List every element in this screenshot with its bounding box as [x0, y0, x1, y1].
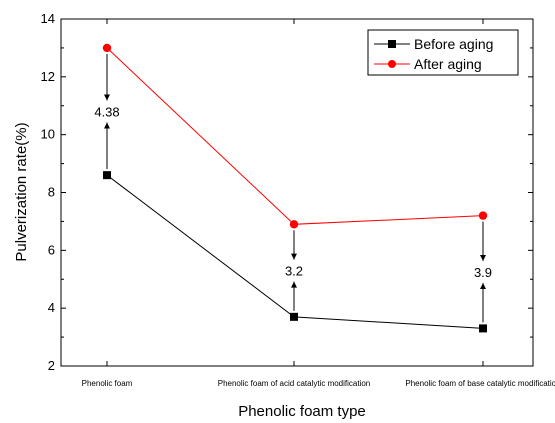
- annotation-layer: 4.38 3.2 3.9: [94, 53, 492, 323]
- legend-marker-after-aging: [388, 60, 396, 68]
- series-layer: [102, 43, 488, 333]
- y-tick-label: 10: [41, 127, 55, 142]
- x-axis-title: Phenolic foam type: [238, 403, 366, 420]
- diff-arrowhead-down: [291, 253, 297, 260]
- diff-arrowhead-up: [291, 281, 297, 288]
- diff-label: 3.9: [474, 265, 492, 280]
- legend-label-after-aging: After aging: [414, 56, 482, 72]
- data-point-before-aging: [103, 171, 111, 180]
- legend-label-before-aging: Before aging: [414, 36, 493, 52]
- diff-arrowhead-down: [480, 255, 486, 262]
- x-tick-label: Phenolic foam of base catalytic modifica…: [405, 379, 555, 388]
- x-axis: Phenolic foam Phenolic foam of acid catal…: [82, 19, 555, 388]
- diff-label: 4.38: [94, 105, 119, 120]
- data-point-after-aging: [289, 220, 299, 229]
- diff-label: 3.2: [285, 264, 303, 279]
- data-point-after-aging: [102, 43, 112, 53]
- diff-arrowhead-up: [104, 122, 110, 129]
- y-tick-label: 8: [48, 185, 55, 200]
- y-axis: 2 4 6 8 10 12 14: [41, 11, 533, 373]
- legend-marker-before-aging: [388, 40, 396, 48]
- data-point-before-aging: [290, 312, 298, 321]
- y-tick-label: 4: [48, 300, 55, 315]
- diff-arrowhead-down: [104, 94, 110, 101]
- y-axis-title: Pulverization rate(%): [13, 122, 30, 261]
- data-point-after-aging: [478, 211, 488, 220]
- y-tick-label: 2: [48, 358, 55, 373]
- x-tick-label: Phenolic foam of acid catalytic modifica…: [218, 379, 371, 388]
- x-tick-label: Phenolic foam: [82, 379, 133, 388]
- y-tick-label: 12: [41, 69, 55, 84]
- y-tick-label: 6: [48, 242, 55, 257]
- y-tick-label: 14: [41, 11, 55, 26]
- diff-arrowhead-up: [480, 283, 486, 290]
- legend: Before aging After aging: [367, 29, 519, 76]
- data-point-before-aging: [479, 324, 487, 333]
- series-line-before-aging: [106, 174, 484, 329]
